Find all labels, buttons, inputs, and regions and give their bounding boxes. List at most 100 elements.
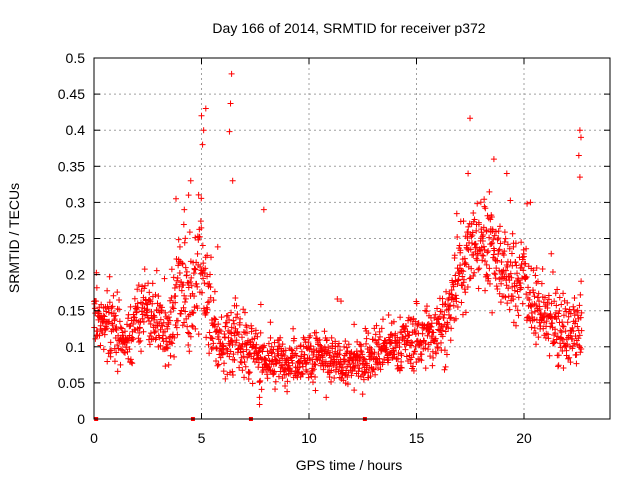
data-point [502,235,509,242]
data-point [104,358,111,365]
data-point [206,350,213,357]
data-point [295,358,302,365]
data-point [300,343,307,350]
data-point [135,338,142,345]
data-point [174,331,181,338]
data-point [355,362,362,369]
data-point [343,344,350,351]
data-point [229,372,236,379]
data-point [248,322,255,329]
data-point [555,362,562,369]
data-point [176,243,183,250]
data-point [506,306,513,313]
data-point [167,308,174,315]
data-point [151,316,158,323]
data-point [554,286,561,293]
data-point [226,329,233,336]
data-point [172,195,179,202]
data-point [188,274,195,281]
data-point [496,223,503,230]
data-point [165,361,172,368]
data-point [197,263,204,270]
data-point [376,333,383,340]
data-point [107,339,114,346]
data-point [557,327,564,334]
data-point [170,274,177,281]
data-point [541,294,548,301]
data-point [479,257,486,264]
data-point [139,315,146,322]
data-point [392,330,399,337]
data-point [544,304,551,311]
data-point [504,241,511,248]
data-point [422,340,429,347]
data-point [530,289,537,296]
data-point [199,141,206,148]
data-point [534,278,541,285]
data-point [275,373,282,380]
data-point [241,309,248,316]
data-point [433,350,440,357]
data-point [240,348,247,355]
data-point [161,275,168,282]
data-point [182,235,189,242]
data-point [100,346,107,353]
data-point [218,314,225,321]
y-tick-label: 0.5 [66,50,86,66]
data-point [240,353,247,360]
data-point [434,344,441,351]
data-point [182,264,189,271]
data-point [447,302,454,309]
data-point [510,296,517,303]
data-point [489,226,496,233]
data-point [404,328,411,335]
data-point [224,346,231,353]
data-point [358,343,365,350]
data-point [448,314,455,321]
data-point [504,300,511,307]
data-point [570,303,577,310]
data-point [316,357,323,364]
data-point [101,331,108,338]
data-point [492,275,499,282]
data-point [525,284,532,291]
data-point [135,282,142,289]
data-point [131,295,138,302]
data-point [504,263,511,270]
data-point [501,229,508,236]
data-point [496,246,503,253]
data-point [229,341,236,348]
y-tick-label: 0.35 [58,158,85,174]
data-point [344,381,351,388]
data-point [97,322,104,329]
data-point [452,315,459,322]
data-point [468,265,475,272]
data-point [185,342,192,349]
data-point [128,359,135,366]
data-point [490,156,497,163]
data-point [235,331,242,338]
data-point [448,287,455,294]
data-point [545,335,552,342]
data-point [232,339,239,346]
data-point [430,329,437,336]
data-point [335,340,342,347]
data-point [258,386,265,393]
data-point [256,401,263,408]
data-point [523,291,530,298]
x-tick-label: 20 [516,430,532,446]
data-point [372,371,379,378]
data-point [297,342,304,349]
data-point [313,329,320,336]
data-point [515,276,522,283]
data-point [310,352,317,359]
data-point [454,281,461,288]
data-point [433,340,440,347]
data-point [289,347,296,354]
data-point [105,309,112,316]
data-point [482,258,489,265]
data-point [226,353,233,360]
data-point [479,238,486,245]
data-point [256,379,263,386]
data-point [549,268,556,275]
